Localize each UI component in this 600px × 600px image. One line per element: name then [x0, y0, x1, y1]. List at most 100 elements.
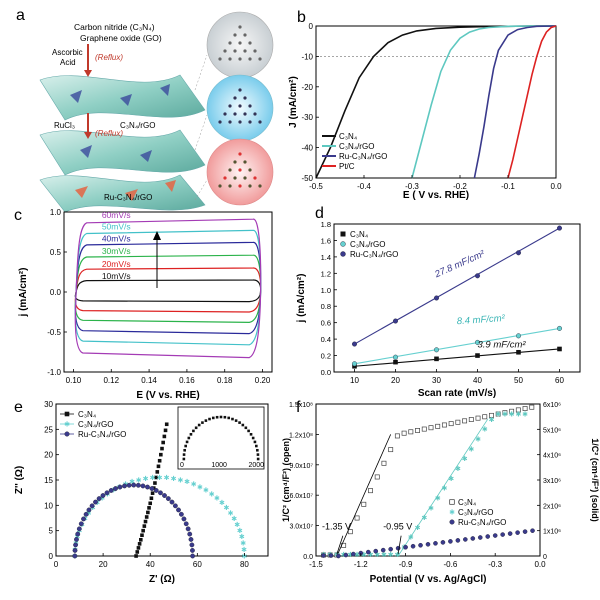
lattice-atom: [223, 176, 227, 180]
panel-c-label: c: [14, 207, 22, 224]
panel-f-point-c3n4-rgo: ✱: [489, 416, 495, 424]
panel-e-inset-xtick-label: 1000: [211, 462, 227, 469]
panel-f-annotation-arrow: [397, 535, 402, 555]
schematic-ru-flake: [75, 186, 88, 198]
panel-d-legend-marker: [340, 231, 346, 237]
panel-c-rate-label: 10mV/s: [102, 271, 131, 281]
panel-e-inset-point: [201, 421, 204, 424]
panel-f-legend-marker: [449, 499, 455, 505]
panel-d-ytick-label: 0.2: [321, 352, 331, 361]
panel-f-point-ru: [522, 529, 528, 534]
panel-f-annotation-arrow: [336, 535, 344, 555]
panel-e-point-ru: [176, 507, 181, 513]
lattice-atom: [243, 112, 247, 116]
panel-f-point-c3n4-rgo: ✱: [435, 494, 441, 502]
panel-c-rate-label: 30mV/s: [102, 246, 131, 256]
panel-f-ytick-right-label: 0: [543, 554, 547, 561]
panel-e-point-c3n4-rgo: ✱: [157, 473, 163, 482]
panel-d-ytick-label: 0.4: [321, 335, 331, 344]
lattice-atom: [248, 184, 252, 188]
panel-f-label: f: [296, 399, 301, 416]
panel-f-point-c3n4-rgo: ✱: [361, 551, 367, 559]
panel-e-inset-point: [197, 423, 201, 427]
panel-e-point-c3n4: [150, 491, 155, 495]
schematic-text-graphene-oxide: Graphene oxide (GO): [80, 33, 162, 43]
panel-e-legend-marker: ✱: [64, 420, 70, 428]
panel-e-point-c3n4: [156, 464, 161, 469]
panel-e-point-ru: [122, 483, 127, 489]
lattice-atom: [233, 49, 237, 53]
panel-b-xtick-label: -0.5: [309, 182, 323, 191]
panel-e-point-c3n4: [136, 546, 141, 550]
lattice-atom: [248, 104, 252, 108]
panel-e-point-c3n4-rgo: ✱: [214, 494, 220, 503]
panel-d-xtick-label: 30: [432, 376, 441, 385]
panel-b-ytick-label: -30: [301, 113, 313, 122]
panel-f-point-c3n4-rgo: ✱: [374, 551, 380, 559]
panel-e-point-c3n4: [157, 458, 162, 463]
lattice-atom: [223, 49, 227, 53]
schematic-sheet-ru: [39, 174, 206, 213]
panel-f-point-ru: [328, 553, 334, 558]
schematic-flake: [160, 84, 170, 96]
panel-e-point-ru: [93, 499, 98, 505]
panel-e-inset-point: [192, 429, 195, 433]
panel-e-inset-point: [183, 448, 186, 452]
lattice-atom: [238, 88, 242, 92]
panel-e-point-c3n4-rgo: ✱: [86, 508, 92, 517]
panel-b-legend-label: C₃N₄: [339, 132, 357, 141]
panel-e-inset-point: [231, 417, 234, 421]
lattice-atom: [243, 176, 247, 180]
panel-d-ytick-label: 1.6: [321, 236, 331, 245]
panel-f-data-points: ✱✱✱✱✱✱✱✱✱✱✱✱✱✱✱✱✱✱✱✱✱✱✱✱✱✱✱✱✱✱✱: [321, 404, 535, 559]
panel-e-point-c3n4-rgo: ✱: [228, 508, 234, 517]
panel-e-point-c3n4: [147, 506, 151, 510]
panel-d-ytick-label: 0.8: [321, 302, 331, 311]
panel-c-series-lines: [74, 218, 262, 359]
panel-c-ytick-label: 0.5: [50, 248, 62, 257]
panel-f-ticks: -1.5 -1.2 -0.9 -0.6 -0.3 0.0 0.0 3.0x10⁷ 6.0x10⁷…: [289, 402, 561, 569]
panel-d-ytick-label: 1.0: [321, 286, 331, 295]
panel-c-ytick-label: 0.0: [50, 288, 62, 297]
panel-e-point-ru: [181, 516, 187, 522]
panel-f-mott-schottky-chart: f ✱✱✱✱✱✱✱✱✱✱✱✱✱✱✱✱✱✱✱✱✱✱✱✱✱✱✱✱✱✱✱ -1.5-1…: [281, 399, 600, 585]
panel-d-legend-label: C₃N₄: [350, 230, 368, 239]
panel-e-point-ru: [100, 493, 106, 498]
panel-f-point-c3n4: [374, 474, 380, 480]
panel-b-series-lines: [315, 25, 557, 179]
panel-f-fit-line: [336, 434, 392, 557]
panel-a-label: a: [16, 7, 25, 24]
panel-b-plot-frame: [315, 25, 557, 179]
panel-b-legend-label: Ru-C₃N₄/rGO: [339, 152, 387, 161]
panel-e-point-ru: [104, 490, 110, 496]
panel-e-point-ru: [169, 499, 175, 505]
panel-e-xtick-label: 0: [54, 560, 59, 569]
panel-f-point-ru: [530, 528, 535, 533]
panel-d-ylabel: j (mA/cm²): [296, 274, 307, 324]
lattice-atom: [253, 176, 257, 180]
panel-f-ytick-right-label: 1x10⁶: [543, 529, 561, 536]
panel-e-point-ru: [72, 553, 78, 559]
panel-d-xlabel: Scan rate (mV/s): [418, 388, 496, 399]
panel-f-point-ru: [343, 552, 349, 558]
panel-e-point-ru: [183, 521, 189, 527]
panel-f-point-ru: [388, 546, 393, 552]
panel-c-ytick-label: 1.0: [50, 208, 62, 217]
panel-f-point-c3n4-rgo: ✱: [408, 534, 414, 542]
panel-f-legend-label: Ru-C₃N₄/rGO: [458, 518, 506, 527]
panel-f-point-ru: [455, 538, 461, 543]
panel-c-series-loop: [74, 218, 262, 359]
panel-e-point-c3n4: [146, 510, 150, 515]
panel-e-point-ru: [75, 531, 81, 537]
panel-b-ytick-label: -20: [301, 83, 313, 92]
panel-e-point-ru: [117, 484, 123, 490]
panel-e-point-ru: [153, 488, 159, 493]
panel-e-point-c3n4: [155, 470, 160, 474]
panel-f-point-c3n4: [515, 407, 521, 413]
panel-e-inset-point: [182, 457, 186, 461]
panel-f-point-ru: [500, 532, 505, 537]
panel-d-point: [393, 354, 399, 360]
panel-f-point-ru: [448, 539, 453, 544]
